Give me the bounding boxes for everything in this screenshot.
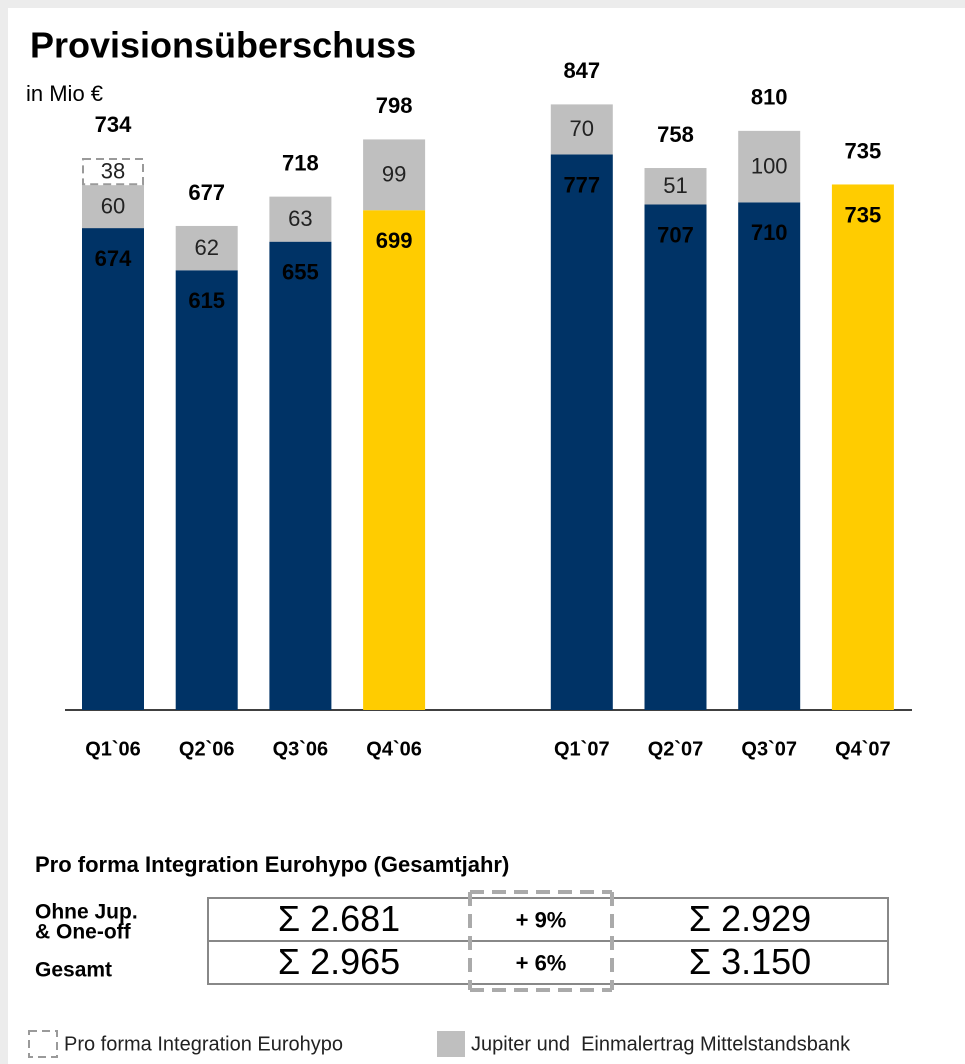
total-label: 718 <box>282 150 319 175</box>
bar <box>363 210 426 710</box>
total-label: 735 <box>845 138 882 163</box>
bar <box>644 204 707 710</box>
value-label: 38 <box>101 158 125 183</box>
total-label: 847 <box>563 58 600 83</box>
table-title: Pro forma Integration Eurohypo (Gesamtja… <box>35 852 509 877</box>
row-label: Ohne Jup. <box>35 901 138 924</box>
bar <box>175 270 238 710</box>
row-label: Gesamt <box>35 959 112 982</box>
background <box>8 8 965 1064</box>
bar-segment <box>363 139 426 211</box>
value-label: 707 <box>657 222 694 247</box>
table-cell: Σ 2.929 <box>689 898 811 939</box>
value-label: 100 <box>751 153 788 178</box>
table-cell: + 6% <box>516 950 567 975</box>
x-tick-label: Q1`06 <box>85 738 141 760</box>
x-tick-label: Q2`06 <box>179 738 235 760</box>
bar <box>269 241 332 711</box>
bar-segment <box>738 130 801 203</box>
value-label: 51 <box>663 173 687 198</box>
bar <box>550 154 613 710</box>
bar-segment <box>175 225 238 271</box>
table-cell: Σ 2.681 <box>278 898 400 939</box>
legend-label: Pro forma Integration Eurohypo <box>64 1033 343 1055</box>
value-label: 62 <box>194 235 218 260</box>
x-tick-label: Q4`06 <box>366 738 422 760</box>
x-tick-label: Q3`07 <box>741 738 797 760</box>
value-label: 777 <box>563 172 600 197</box>
x-tick-label: Q4`07 <box>835 738 891 760</box>
value-label: 70 <box>570 116 594 141</box>
bar-segment <box>82 158 144 186</box>
x-tick-label: Q3`06 <box>273 738 329 760</box>
chart-subtitle: in Mio € <box>26 81 103 106</box>
bar <box>831 184 894 711</box>
x-tick-label: Q2`07 <box>648 738 704 760</box>
total-label: 810 <box>751 85 788 110</box>
row-label: & One-off <box>35 921 132 944</box>
value-label: 735 <box>845 202 882 227</box>
legend-swatch <box>437 1031 465 1057</box>
value-label: 63 <box>288 206 312 231</box>
x-tick-label: Q1`07 <box>554 738 610 760</box>
bar-segment <box>550 104 613 155</box>
table-cell: Σ 3.150 <box>689 941 811 982</box>
table-cell: Σ 2.965 <box>278 941 400 982</box>
total-label: 798 <box>376 93 413 118</box>
bar-segment <box>269 196 332 242</box>
value-label: 60 <box>101 193 125 218</box>
value-label: 655 <box>282 259 319 284</box>
value-label: 615 <box>188 288 225 313</box>
bar-segment <box>82 185 144 229</box>
legend-swatch <box>28 1030 58 1058</box>
bar-segment <box>644 168 707 205</box>
bar <box>82 228 144 710</box>
value-label: 710 <box>751 220 788 245</box>
bar <box>738 202 801 710</box>
legend-label: Jupiter und Einmalertrag Mittelstandsban… <box>471 1033 851 1055</box>
chart-title: Provisionsüberschuss <box>30 25 416 66</box>
value-label: 699 <box>376 228 413 253</box>
value-label: 99 <box>382 162 406 187</box>
total-label: 677 <box>188 180 225 205</box>
total-label: 758 <box>657 122 694 147</box>
table-cell: + 9% <box>516 907 567 932</box>
total-label: 734 <box>95 112 132 137</box>
value-label: 674 <box>95 246 132 271</box>
